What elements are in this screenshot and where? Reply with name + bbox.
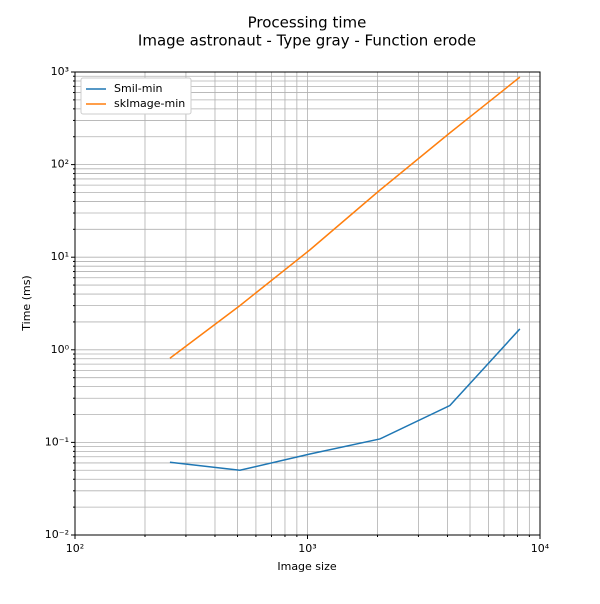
axes-frame bbox=[74, 71, 541, 536]
x-axis-label: Image size bbox=[277, 560, 337, 573]
x-tick-label: 10⁴ bbox=[531, 542, 550, 555]
data-line bbox=[169, 328, 521, 472]
y-tick-label: 10² bbox=[51, 158, 69, 171]
x-tick-label: 10³ bbox=[298, 542, 316, 555]
y-axis-label: Time (ms) bbox=[20, 275, 33, 331]
grid bbox=[71, 71, 541, 539]
y-tick-label: 10⁻² bbox=[45, 528, 69, 541]
y-tick-label: 10³ bbox=[51, 65, 69, 78]
legend-label: Smil-min bbox=[114, 82, 163, 95]
chart-subtitle: Image astronaut - Type gray - Function e… bbox=[138, 32, 476, 50]
y-tick-label: 10¹ bbox=[51, 250, 69, 263]
data-line bbox=[169, 76, 521, 359]
legend-label: skImage-min bbox=[114, 97, 185, 110]
legend: Smil-min skImage-min bbox=[80, 77, 192, 115]
x-tick-label: 10² bbox=[66, 542, 84, 555]
plot bbox=[169, 76, 521, 472]
legend-box bbox=[80, 77, 192, 115]
chart-title: Processing time bbox=[248, 14, 367, 32]
y-tick-label: 10⁰ bbox=[51, 343, 70, 356]
y-tick-label: 10⁻¹ bbox=[45, 435, 69, 448]
